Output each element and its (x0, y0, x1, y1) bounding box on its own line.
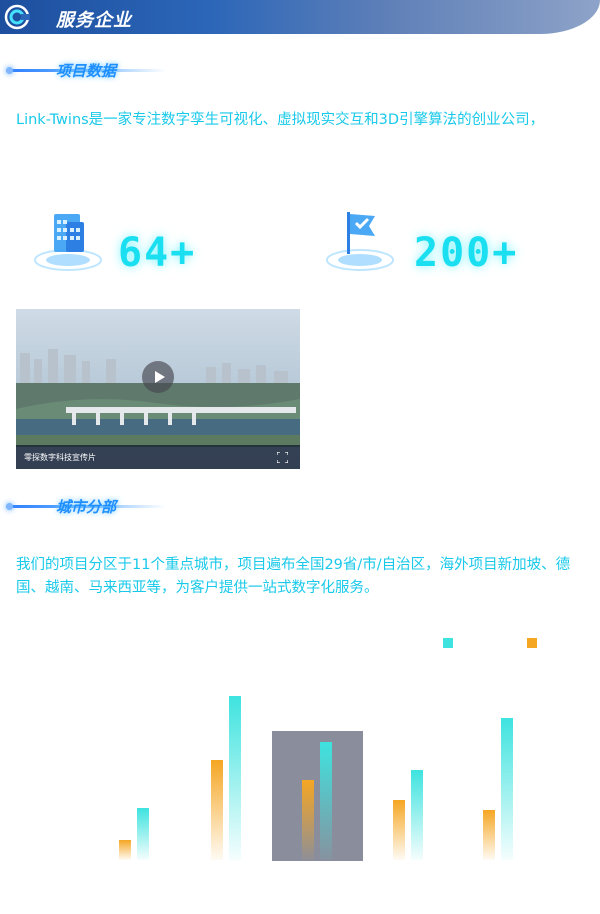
video-player[interactable]: 零探数字科技宣传片 (16, 309, 300, 469)
bar-chart (119, 696, 513, 861)
section-dot (6, 67, 13, 74)
region-text: 我们的项目分区于11个重点城市，项目遍布全国29省/市/自治区，海外项目新加坡、… (16, 557, 571, 596)
section-line (6, 505, 166, 508)
legend-swatch-cyan (443, 638, 453, 648)
flag-icon (326, 212, 394, 271)
header-title: 服务企业 (56, 10, 132, 31)
stat-value-clients: 200+ (414, 230, 519, 276)
chart-bar (137, 808, 149, 860)
legend-swatch-orange (527, 638, 537, 648)
chart-bar (483, 810, 495, 860)
intro-text: Link-Twins是一家专注数字孪生可视化、虚拟现实交互和3D引擎算法的创业公… (16, 112, 545, 128)
play-button[interactable] (142, 361, 174, 393)
stat-value-projects: 64+ (118, 230, 197, 276)
video-caption-bar: 零探数字科技宣传片 (16, 445, 300, 469)
section-header-project: 项目数据 (6, 62, 176, 80)
chart-bar (320, 742, 332, 860)
fullscreen-icon[interactable] (277, 452, 288, 463)
chart-bar (302, 780, 314, 860)
section-title-project: 项目数据 (56, 62, 117, 80)
section-dot (6, 503, 13, 510)
chart-bar (119, 840, 131, 860)
chart-bar (411, 770, 423, 860)
section-line (6, 69, 166, 72)
section-title-region: 城市分部 (56, 498, 117, 516)
logo-icon (4, 4, 30, 30)
building-icon (34, 214, 102, 271)
video-thumbnail (16, 309, 300, 469)
video-caption: 零探数字科技宣传片 (24, 453, 96, 462)
section-header-region: 城市分部 (6, 498, 176, 516)
chart-bar (211, 760, 223, 860)
header-bar: 服务企业 (0, 0, 600, 34)
chart-bar (501, 718, 513, 860)
play-icon (155, 371, 165, 383)
highlight-band (272, 731, 363, 861)
chart-bar (229, 696, 241, 860)
chart-bar (393, 800, 405, 860)
